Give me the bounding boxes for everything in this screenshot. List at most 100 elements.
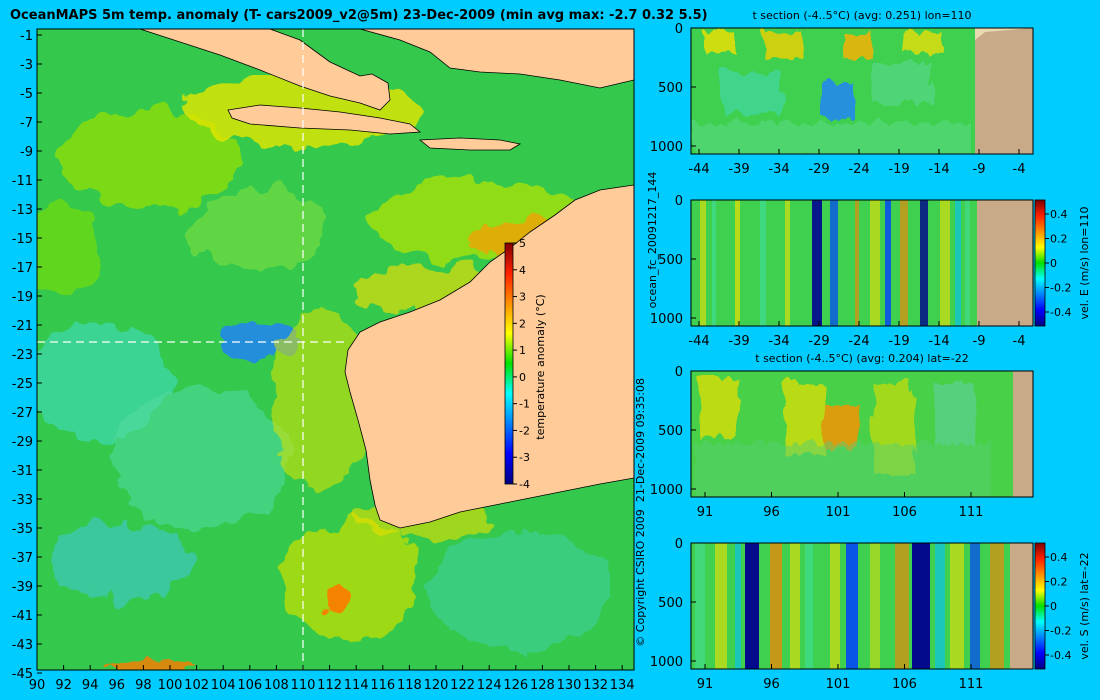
lat-tick-label: -31 <box>12 464 33 479</box>
panel-2-x-tick: -14 <box>928 334 949 349</box>
panel-2-depth-tick: 1000 <box>650 312 683 327</box>
panel-4-x-tick: 96 <box>763 677 780 692</box>
panel-2-colorbar: 0.4 0.2 0 -0.2 -0.4 vel. E (m/s) lon=110 <box>1034 199 1091 327</box>
panel-3-x-tick: 91 <box>697 505 714 520</box>
panel-2-x-tick: -34 <box>768 334 789 349</box>
lon-tick-label: 114 <box>344 678 369 693</box>
velocity-colorbar-tick: -0.4 <box>1050 306 1071 319</box>
main-colorbar-label: temperature anomaly (°C) <box>534 294 547 439</box>
lat-tick-label: -35 <box>12 522 33 537</box>
land-masses <box>139 29 634 529</box>
panel-2-x-tick: -4 <box>1013 334 1026 349</box>
panel-2-x-tick: -29 <box>808 334 829 349</box>
panel-4-x-tick: 101 <box>826 677 851 692</box>
lat-tick-label: -9 <box>20 145 33 160</box>
lat-tick-label: -19 <box>12 290 33 305</box>
panel-3-depth-tick: 500 <box>658 424 683 439</box>
panel-4-depth-tick: 500 <box>658 596 683 611</box>
panel-3-x-tick: 111 <box>959 505 984 520</box>
panel-4-depth-tick: 1000 <box>650 655 683 670</box>
lesser-sunda-islands <box>418 137 522 151</box>
lat-tick-label: -29 <box>12 435 33 450</box>
velocity-colorbar-tick: 0.4 <box>1050 208 1068 221</box>
panel-4-x-tick: 91 <box>697 677 714 692</box>
panel-4-land <box>1010 543 1033 669</box>
lat-tick-label: -37 <box>12 551 33 566</box>
panel-3-x-tick: 101 <box>826 505 851 520</box>
main-colorbar-tick: 1 <box>519 344 526 357</box>
panel-4-x-tick: 111 <box>959 677 984 692</box>
panel-2-field <box>691 200 1033 326</box>
lon-tick-label: 134 <box>610 678 635 693</box>
panel-1-x-tick: -34 <box>768 162 789 177</box>
lat-tick-label: -13 <box>12 203 33 218</box>
velocity-colorbar-tick: -0.2 <box>1050 625 1071 638</box>
main-colorbar-tick: 3 <box>519 291 526 304</box>
java-island <box>227 104 422 135</box>
panel-1-temp-section-lon110: 0 500 1000 -44 -39 -34 -29 -24 -19 -14 -9 -4 <box>650 22 1034 177</box>
lon-tick-label: 108 <box>264 678 289 693</box>
lat-tick-label: -23 <box>12 348 33 363</box>
panel-2-colorbar-label: vel. E (m/s) lon=110 <box>1078 207 1091 320</box>
main-colorbar-gradient <box>504 242 514 485</box>
lon-tick-label: 112 <box>317 678 342 693</box>
panel-1-depth-tick: 0 <box>675 22 683 37</box>
lon-tick-label: 100 <box>158 678 183 693</box>
run-time-label: 21-Dec-2009 09:35:08 <box>634 378 647 502</box>
panel-4-colorbar-label: vel. S (m/s) lat=-22 <box>1078 552 1091 659</box>
lat-tick-label: -11 <box>12 174 33 189</box>
lon-tick-label: 124 <box>477 678 502 693</box>
lat-tick-label: -41 <box>12 609 33 624</box>
lat-tick-label: -21 <box>12 319 33 334</box>
main-colorbar-tick: -3 <box>519 451 530 464</box>
panel-1-x-tick: -39 <box>728 162 749 177</box>
panel-4-depth-tick: 0 <box>675 537 683 552</box>
main-map-lat-ticks: -1 -3 -5 -7 -9 -11 -13 -15 -17 -19 -21 -23 -25 -27 -29… <box>12 29 42 682</box>
panel-1-x-tick: -4 <box>1013 162 1026 177</box>
lat-tick-label: -17 <box>12 261 33 276</box>
panel-3-depth-tick: 1000 <box>650 483 683 498</box>
lon-tick-label: 122 <box>450 678 475 693</box>
lat-tick-label: -1 <box>20 29 33 44</box>
lon-tick-label: 90 <box>29 678 46 693</box>
panel-1-depth-tick: 1000 <box>650 140 683 155</box>
panel-4-vel-s-lat22: 0 500 1000 91 96 101 106 111 <box>650 537 1034 692</box>
main-colorbar: 5 4 3 2 1 0 -1 -2 -3 -4 temperature anomaly (°C) <box>504 237 547 491</box>
lon-tick-label: 116 <box>370 678 395 693</box>
panel-3-x-tick: 106 <box>892 505 917 520</box>
main-colorbar-tick: 0 <box>519 371 526 384</box>
lat-tick-label: -33 <box>12 493 33 508</box>
main-map-title: OceanMAPS 5m temp. anomaly (T- cars2009_… <box>10 8 708 23</box>
lon-tick-label: 106 <box>237 678 262 693</box>
panel-2-vel-e-lon110: 0 500 1000 -44 -39 -34 -29 -24 -19 -14 -9 -4 <box>650 194 1034 349</box>
panel-2-x-tick: -19 <box>888 334 909 349</box>
lat-tick-label: -45 <box>12 667 33 682</box>
panel-2-depth-tick: 500 <box>658 253 683 268</box>
main-colorbar-tick: -2 <box>519 424 530 437</box>
panel-3-land <box>1013 371 1033 497</box>
lat-tick-label: -43 <box>12 638 33 653</box>
lat-tick-label: -27 <box>12 406 33 421</box>
lat-tick-label: -39 <box>12 580 33 595</box>
panel-2-x-tick: -39 <box>728 334 749 349</box>
velocity-colorbar-tick: 0 <box>1050 600 1057 613</box>
lon-tick-label: 98 <box>135 678 152 693</box>
lat-tick-label: -7 <box>20 116 33 131</box>
main-colorbar-tick: 5 <box>519 237 526 250</box>
lon-tick-label: 128 <box>530 678 555 693</box>
panel-3-depth-tick: 0 <box>675 365 683 380</box>
panel-1-land <box>975 28 1033 154</box>
panel-1-x-tick: -14 <box>928 162 949 177</box>
lon-tick-label: 120 <box>424 678 449 693</box>
main-map-lon-ticks: 90 92 94 96 98 100 102 104 106 108 110 112 114 116 118… <box>29 665 635 693</box>
panel-2-x-tick: -24 <box>848 334 869 349</box>
main-colorbar-tick: 2 <box>519 317 526 330</box>
panel-4-field <box>691 543 1033 669</box>
main-colorbar-tick: -4 <box>519 478 530 491</box>
panel-4-colorbar: 0.4 0.2 0 -0.2 -0.4 vel. S (m/s) lat=-22 <box>1034 542 1091 670</box>
velocity-colorbar-tick: 0.2 <box>1050 576 1068 589</box>
panel-2-x-tick: -44 <box>688 334 709 349</box>
lon-tick-label: 110 <box>291 678 316 693</box>
panel-1-x-tick: -29 <box>808 162 829 177</box>
